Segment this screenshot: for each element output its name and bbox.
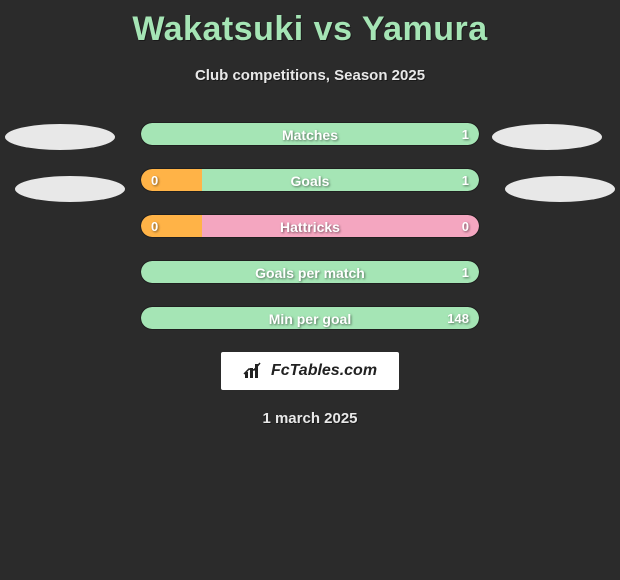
bar-segment (141, 215, 202, 237)
bar-row: Goals01 (140, 168, 480, 192)
bar-segment (202, 169, 479, 191)
bar-row: Matches1 (140, 122, 480, 146)
comparison-bars: Matches1 Goals01 Hattricks00 Goals per matc… (140, 122, 480, 330)
date-label: 1 march 2025 (0, 410, 620, 427)
chart-icon (243, 362, 265, 380)
decorative-ellipse (5, 124, 115, 150)
decorative-ellipse (505, 176, 615, 202)
bar-segment (141, 307, 479, 329)
bar-row: Hattricks00 (140, 214, 480, 238)
bar-segment (202, 215, 479, 237)
subtitle: Club competitions, Season 2025 (0, 67, 620, 84)
attribution-badge: FcTables.com (0, 352, 620, 390)
bar-segment (141, 261, 479, 283)
bar-row: Min per goal148 (140, 306, 480, 330)
bar-segment (141, 123, 479, 145)
decorative-ellipse (492, 124, 602, 150)
badge-text: FcTables.com (271, 362, 377, 380)
bar-segment (141, 169, 202, 191)
badge-box: FcTables.com (221, 352, 399, 390)
decorative-ellipse (15, 176, 125, 202)
page-title: Wakatsuki vs Yamura (0, 0, 620, 49)
bar-row: Goals per match1 (140, 260, 480, 284)
